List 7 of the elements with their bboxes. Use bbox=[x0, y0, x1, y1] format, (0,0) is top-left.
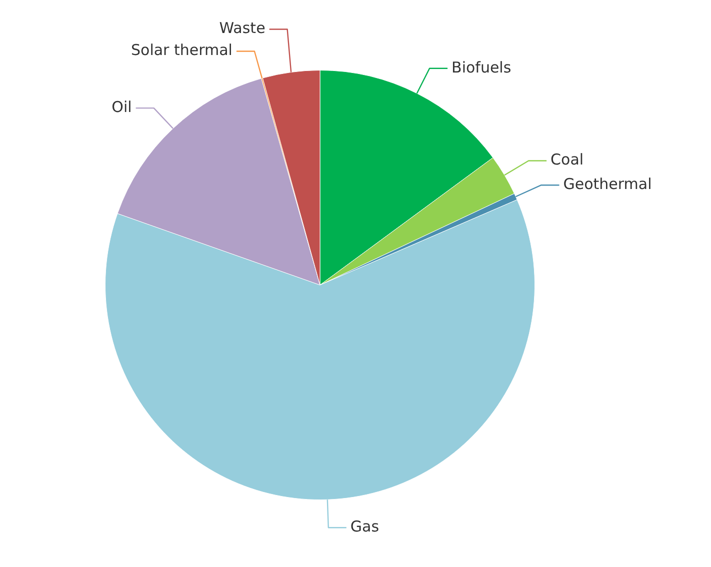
slice-label: Oil bbox=[112, 98, 132, 116]
slice-label: Coal bbox=[550, 150, 584, 169]
slice-label: Gas bbox=[350, 517, 380, 536]
slice-label: Geothermal bbox=[563, 174, 652, 193]
slice-label: Solar thermal bbox=[130, 41, 232, 60]
slice-label: Waste bbox=[219, 19, 266, 38]
slice-label: Biofuels bbox=[452, 58, 512, 76]
